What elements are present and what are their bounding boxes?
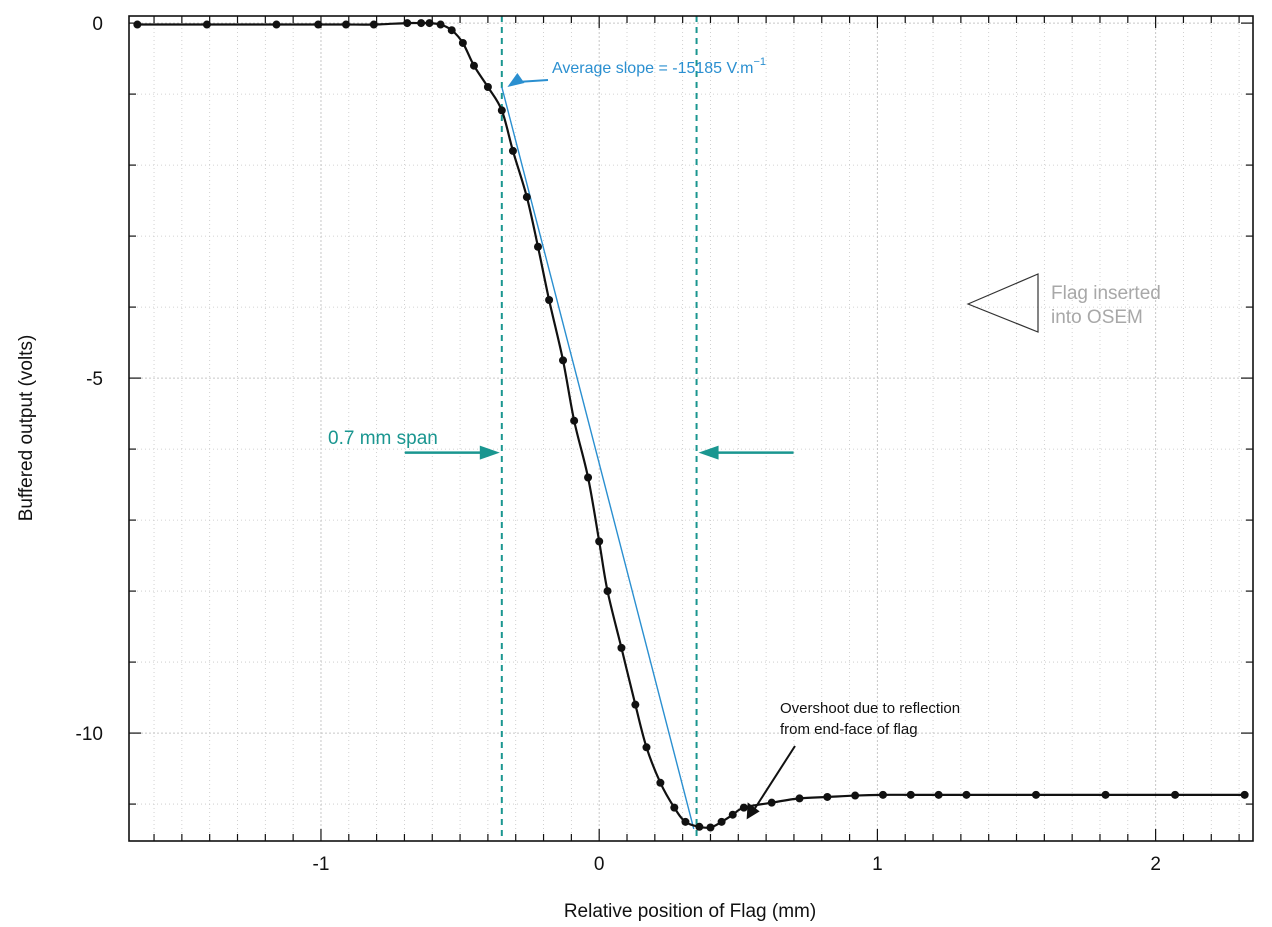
data-curve [137,21,1245,829]
data-point [584,473,593,482]
data-point [595,537,604,546]
overshoot-arrow [752,745,796,811]
span-label: 0.7 mm span [328,428,438,449]
y-tick-label: -10 [76,724,103,745]
data-point [767,798,776,807]
slope-annotation-exponent: −1 [753,56,766,68]
data-point [436,20,445,29]
flag-annotation-line2: into OSEM [1051,307,1143,328]
data-point [878,790,887,799]
data-point [483,82,492,91]
data-point [272,20,281,29]
flag-annotation-line1: Flag inserted [1051,283,1161,304]
data-point [706,823,715,832]
span-arrow-right-head [698,445,719,460]
x-tick-label: 2 [1150,854,1161,875]
data-point [851,791,860,800]
overshoot-annotation-line2: from end-face of flag [780,721,918,738]
data-point [1031,790,1040,799]
grid [129,16,1253,841]
data-point [962,790,971,799]
data-point [570,416,579,425]
x-tick-label: -1 [313,854,330,875]
x-tick-label: 0 [594,854,605,875]
plot-frame [128,15,1254,842]
data-point [656,778,665,787]
flag-triangle-icon [966,273,1039,333]
overshoot-annotation-line1: Overshoot due to reflection [780,700,960,717]
y-tick-label: 0 [92,14,103,35]
data-point [202,20,211,29]
data-point [642,743,651,752]
fit-line [501,86,695,830]
marks [133,16,1249,841]
y-axis-label: Buffered output (volts) [16,335,37,522]
data-point [342,20,351,29]
data-point [728,810,737,819]
data-point [469,61,478,70]
data-point [447,26,456,35]
data-point [508,146,517,155]
data-point [695,822,704,831]
data-point [559,356,568,365]
data-point [906,790,915,799]
data-point [617,643,626,652]
data-point [545,295,554,304]
slope-annotation-text: Average slope = -15185 V.m [552,60,753,77]
y-tick-label: -5 [86,369,103,390]
x-axis-label: Relative position of Flag (mm) [564,901,816,922]
data-point [1171,790,1180,799]
slope-annotation: Average slope = -15185 V.m−1 [552,56,766,77]
data-point [603,587,612,596]
data-point [631,700,640,709]
data-point [934,790,943,799]
overshoot-arrow-head [746,802,760,820]
data-point [739,803,748,812]
data-point [795,794,804,803]
data-point [533,242,542,251]
ticks: -1 0 1 20-5-10 [76,14,1253,875]
data-point [717,817,726,826]
x-tick-label: 1 [872,854,883,875]
data-point [133,20,142,29]
data-point [314,20,323,29]
data-point [681,817,690,826]
data-point [403,19,412,28]
data-point [1101,790,1110,799]
span-arrow-left-head [479,445,500,460]
data-point [522,193,531,202]
data-point [369,20,378,29]
data-point [497,106,506,115]
data-point [458,38,467,47]
data-point [1240,790,1249,799]
data-point [425,19,434,28]
data-point [670,803,679,812]
data-point [823,792,832,801]
data-point [417,19,426,28]
slope-arrow-head [507,72,525,87]
